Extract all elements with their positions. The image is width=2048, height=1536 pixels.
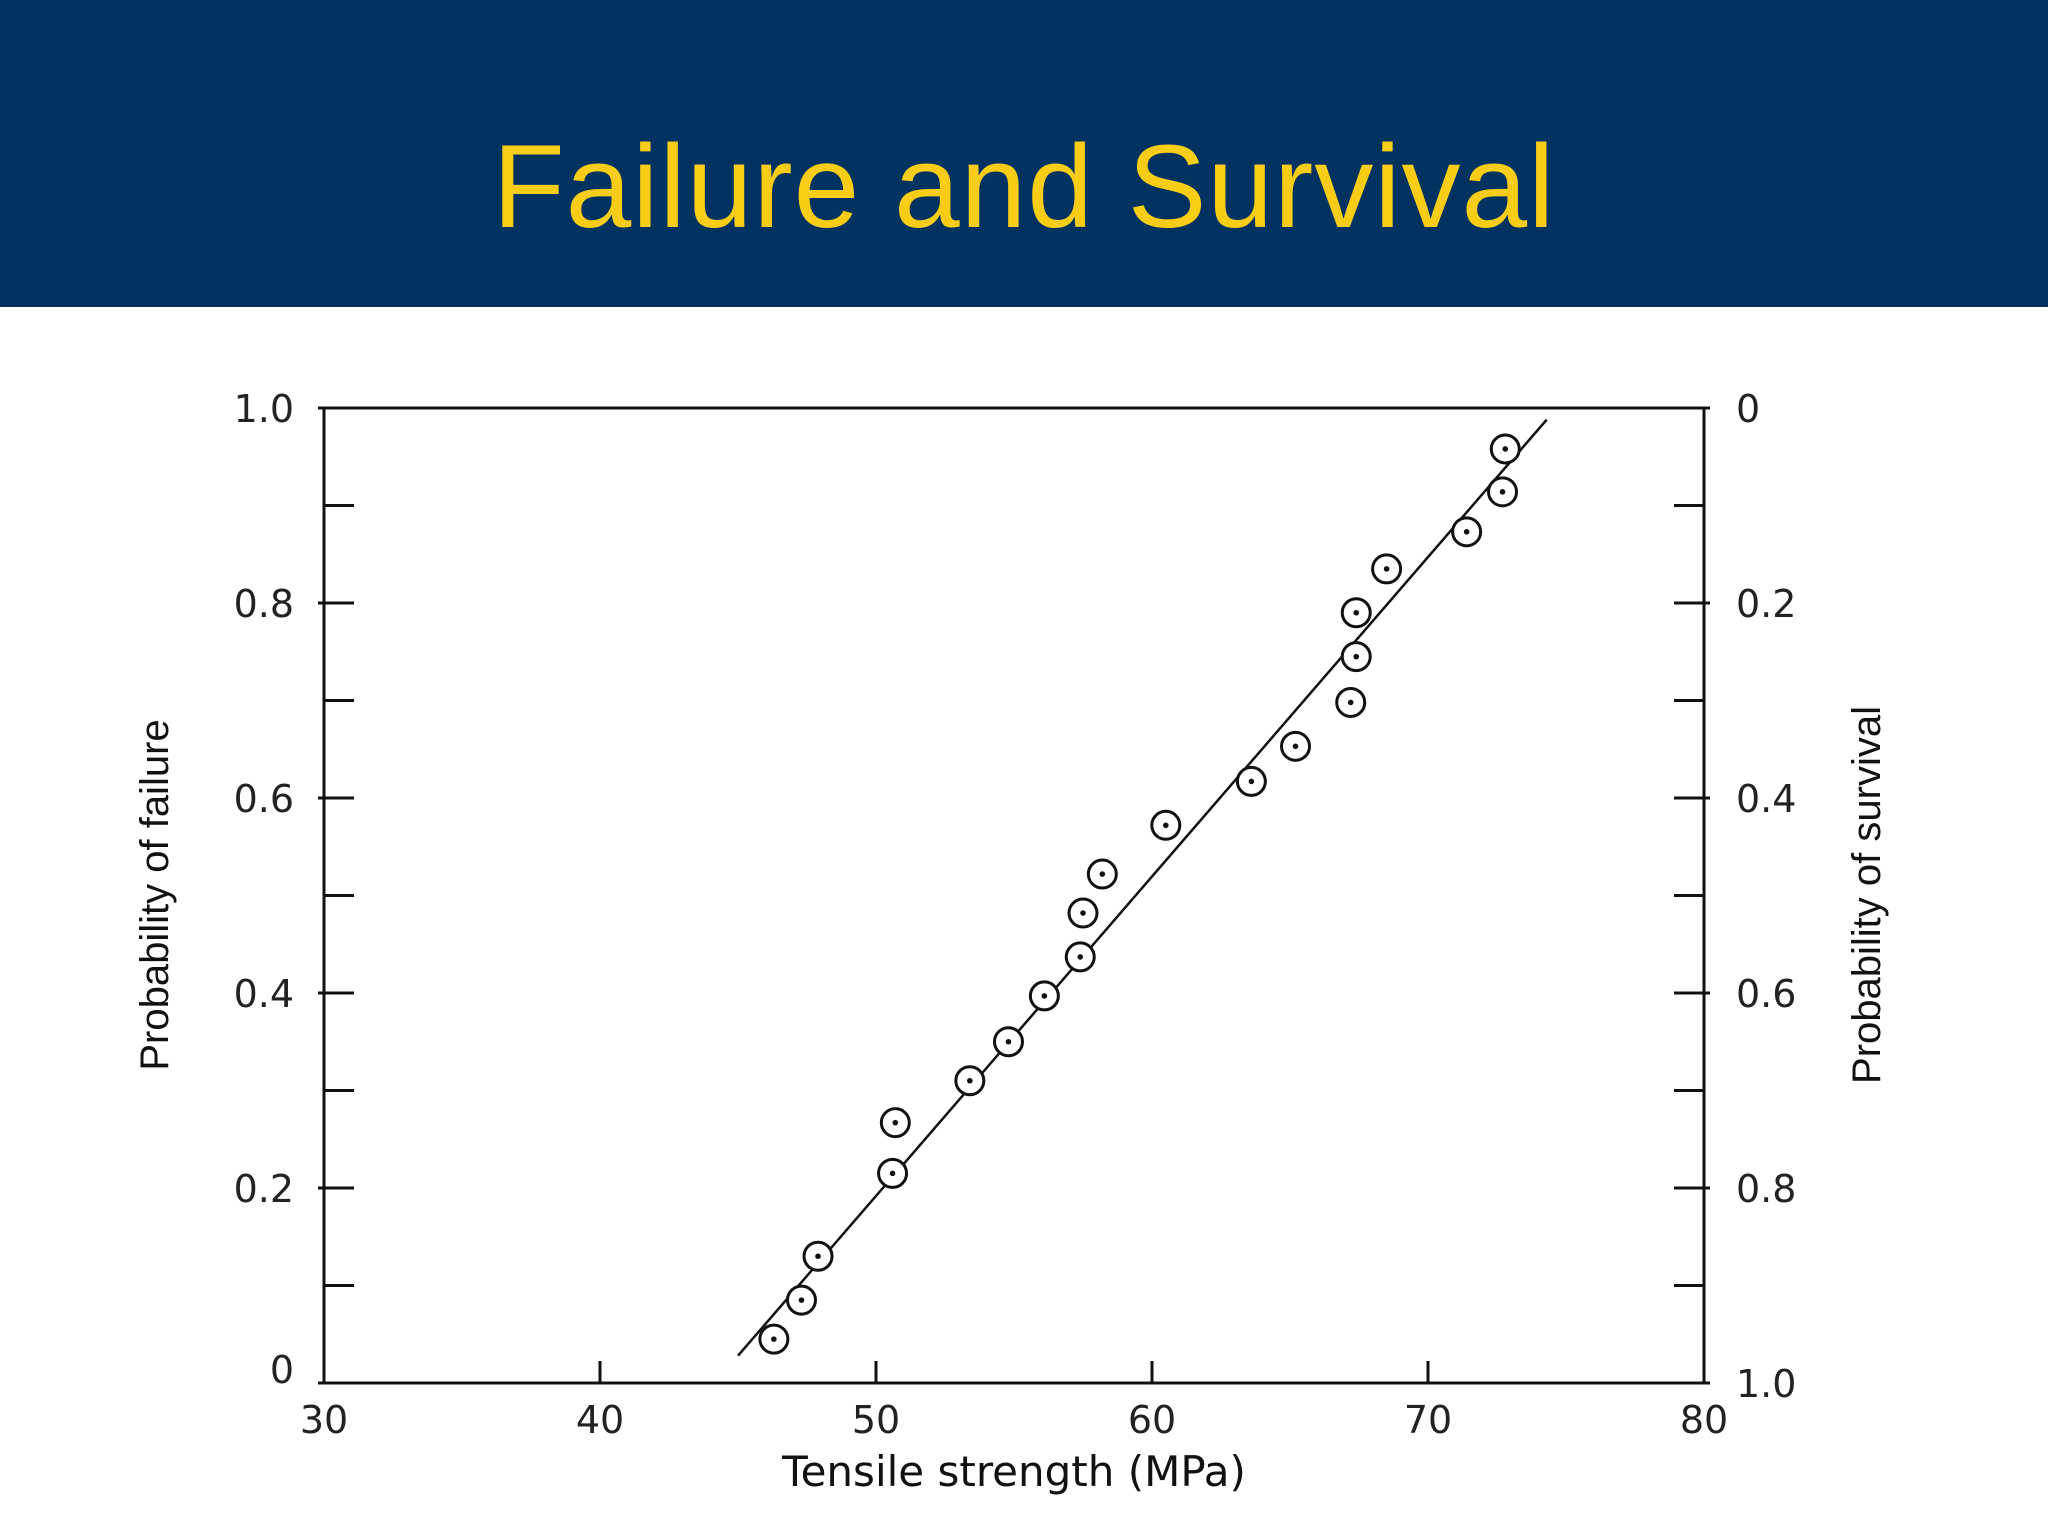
x-tick-label: 80: [1680, 1398, 1728, 1442]
data-point-center: [1080, 910, 1086, 916]
x-tick-label: 70: [1404, 1398, 1452, 1442]
data-point-center: [1163, 822, 1169, 829]
data-point-center: [1005, 1038, 1012, 1045]
data-point-center: [1041, 993, 1048, 999]
data-point-center: [771, 1336, 777, 1342]
y-tick-label: 0.4: [234, 972, 294, 1016]
x-tick-label: 30: [300, 1398, 348, 1442]
y-axis-title: Probability of failure: [133, 719, 177, 1070]
x-tick-label: 60: [1128, 1398, 1176, 1442]
data-point-center: [889, 1170, 896, 1177]
x-tick-label: 50: [852, 1398, 900, 1442]
fit-line: [737, 418, 1548, 1357]
data-point-center: [1077, 954, 1084, 960]
plot-frame: [322, 406, 1706, 1385]
y-tick-label: 0.8: [234, 582, 294, 626]
data-point-center: [1499, 489, 1506, 495]
data-point-center: [1353, 609, 1360, 616]
y-tick-label: 1.0: [234, 387, 294, 431]
y2-tick-label: 1.0: [1736, 1362, 1796, 1406]
x-axis-title: Tensile strength (MPa): [781, 1447, 1246, 1496]
data-point-center: [1347, 699, 1354, 706]
data-point-center: [1292, 743, 1299, 750]
data-point-center: [1099, 871, 1106, 877]
y2-tick-label: 0.6: [1736, 972, 1796, 1016]
data-point-center: [1353, 653, 1360, 660]
y-tick-label: 0.2: [234, 1167, 294, 1211]
data-point-center: [967, 1077, 973, 1084]
title-bar: [0, 0, 2048, 307]
slide-title: Failure and Survival: [492, 121, 1556, 253]
y-tick-label: 0: [270, 1348, 294, 1392]
x-tick-label: 40: [576, 1398, 624, 1442]
y2-tick-label: 0.2: [1736, 582, 1796, 626]
y2-tick-label: 0.4: [1736, 777, 1796, 821]
plot-area: 30 40 50 60 70 80 0 1.0 0.2 0.8 0.4 0.6 0.6 0.4 0.8 0.2…: [234, 387, 1797, 1442]
data-point-center: [815, 1253, 821, 1260]
data-point-center: [1502, 446, 1509, 452]
y-tick-label: 0.6: [234, 777, 294, 821]
data-point-center: [798, 1297, 805, 1303]
data-point-center: [1248, 778, 1255, 785]
y2-tick-label: 0: [1736, 387, 1760, 431]
data-point-center: [1383, 566, 1390, 572]
data-point-center: [1463, 529, 1470, 535]
data-point-center: [892, 1119, 899, 1126]
y2-axis-title: Probability of survival: [1845, 706, 1889, 1084]
y2-tick-label: 0.8: [1736, 1167, 1796, 1211]
